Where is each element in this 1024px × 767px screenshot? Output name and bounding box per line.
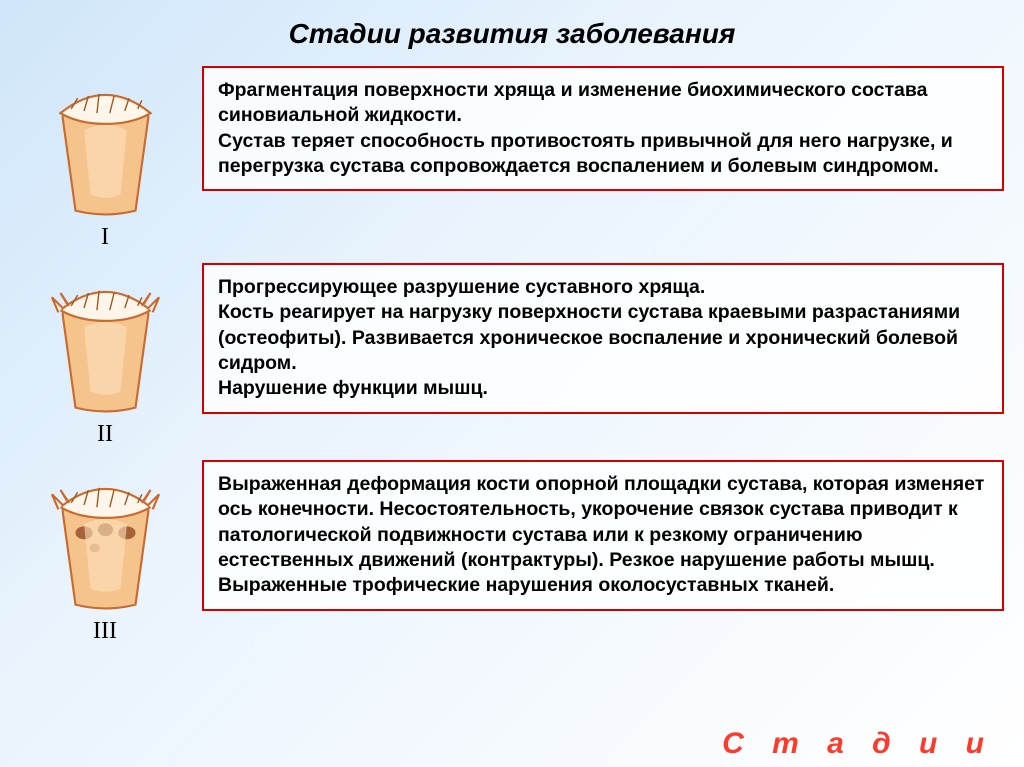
stage-illustration-col: III (30, 460, 180, 645)
stage-description-box: Выраженная деформация кости опорной площ… (202, 460, 1004, 611)
stage-description-box: Прогрессирующее разрушение суставного хр… (202, 263, 1004, 414)
stage-description-box: Фрагментация поверхности хряща и изменен… (202, 66, 1004, 191)
stage-numeral: I (101, 224, 109, 251)
stage-row-I: I Фрагментация поверхности хряща и измене… (0, 60, 1024, 257)
stages-container: I Фрагментация поверхности хряща и измене… (0, 60, 1024, 651)
stage-row-III: III Выраженная деформация кости опорной п… (0, 454, 1024, 651)
bone-illustration (38, 460, 173, 610)
footer-text: С т а д и и (722, 729, 994, 759)
stage-row-II: II Прогрессирующее разрушение суставного … (0, 257, 1024, 454)
bone-illustration (38, 66, 173, 216)
stage-illustration-col: I (30, 66, 180, 251)
stage-numeral: II (97, 421, 113, 448)
page-title: Стадии развития заболевания (0, 0, 1024, 60)
stage-illustration-col: II (30, 263, 180, 448)
stage-numeral: III (93, 618, 117, 645)
bone-illustration (38, 263, 173, 413)
